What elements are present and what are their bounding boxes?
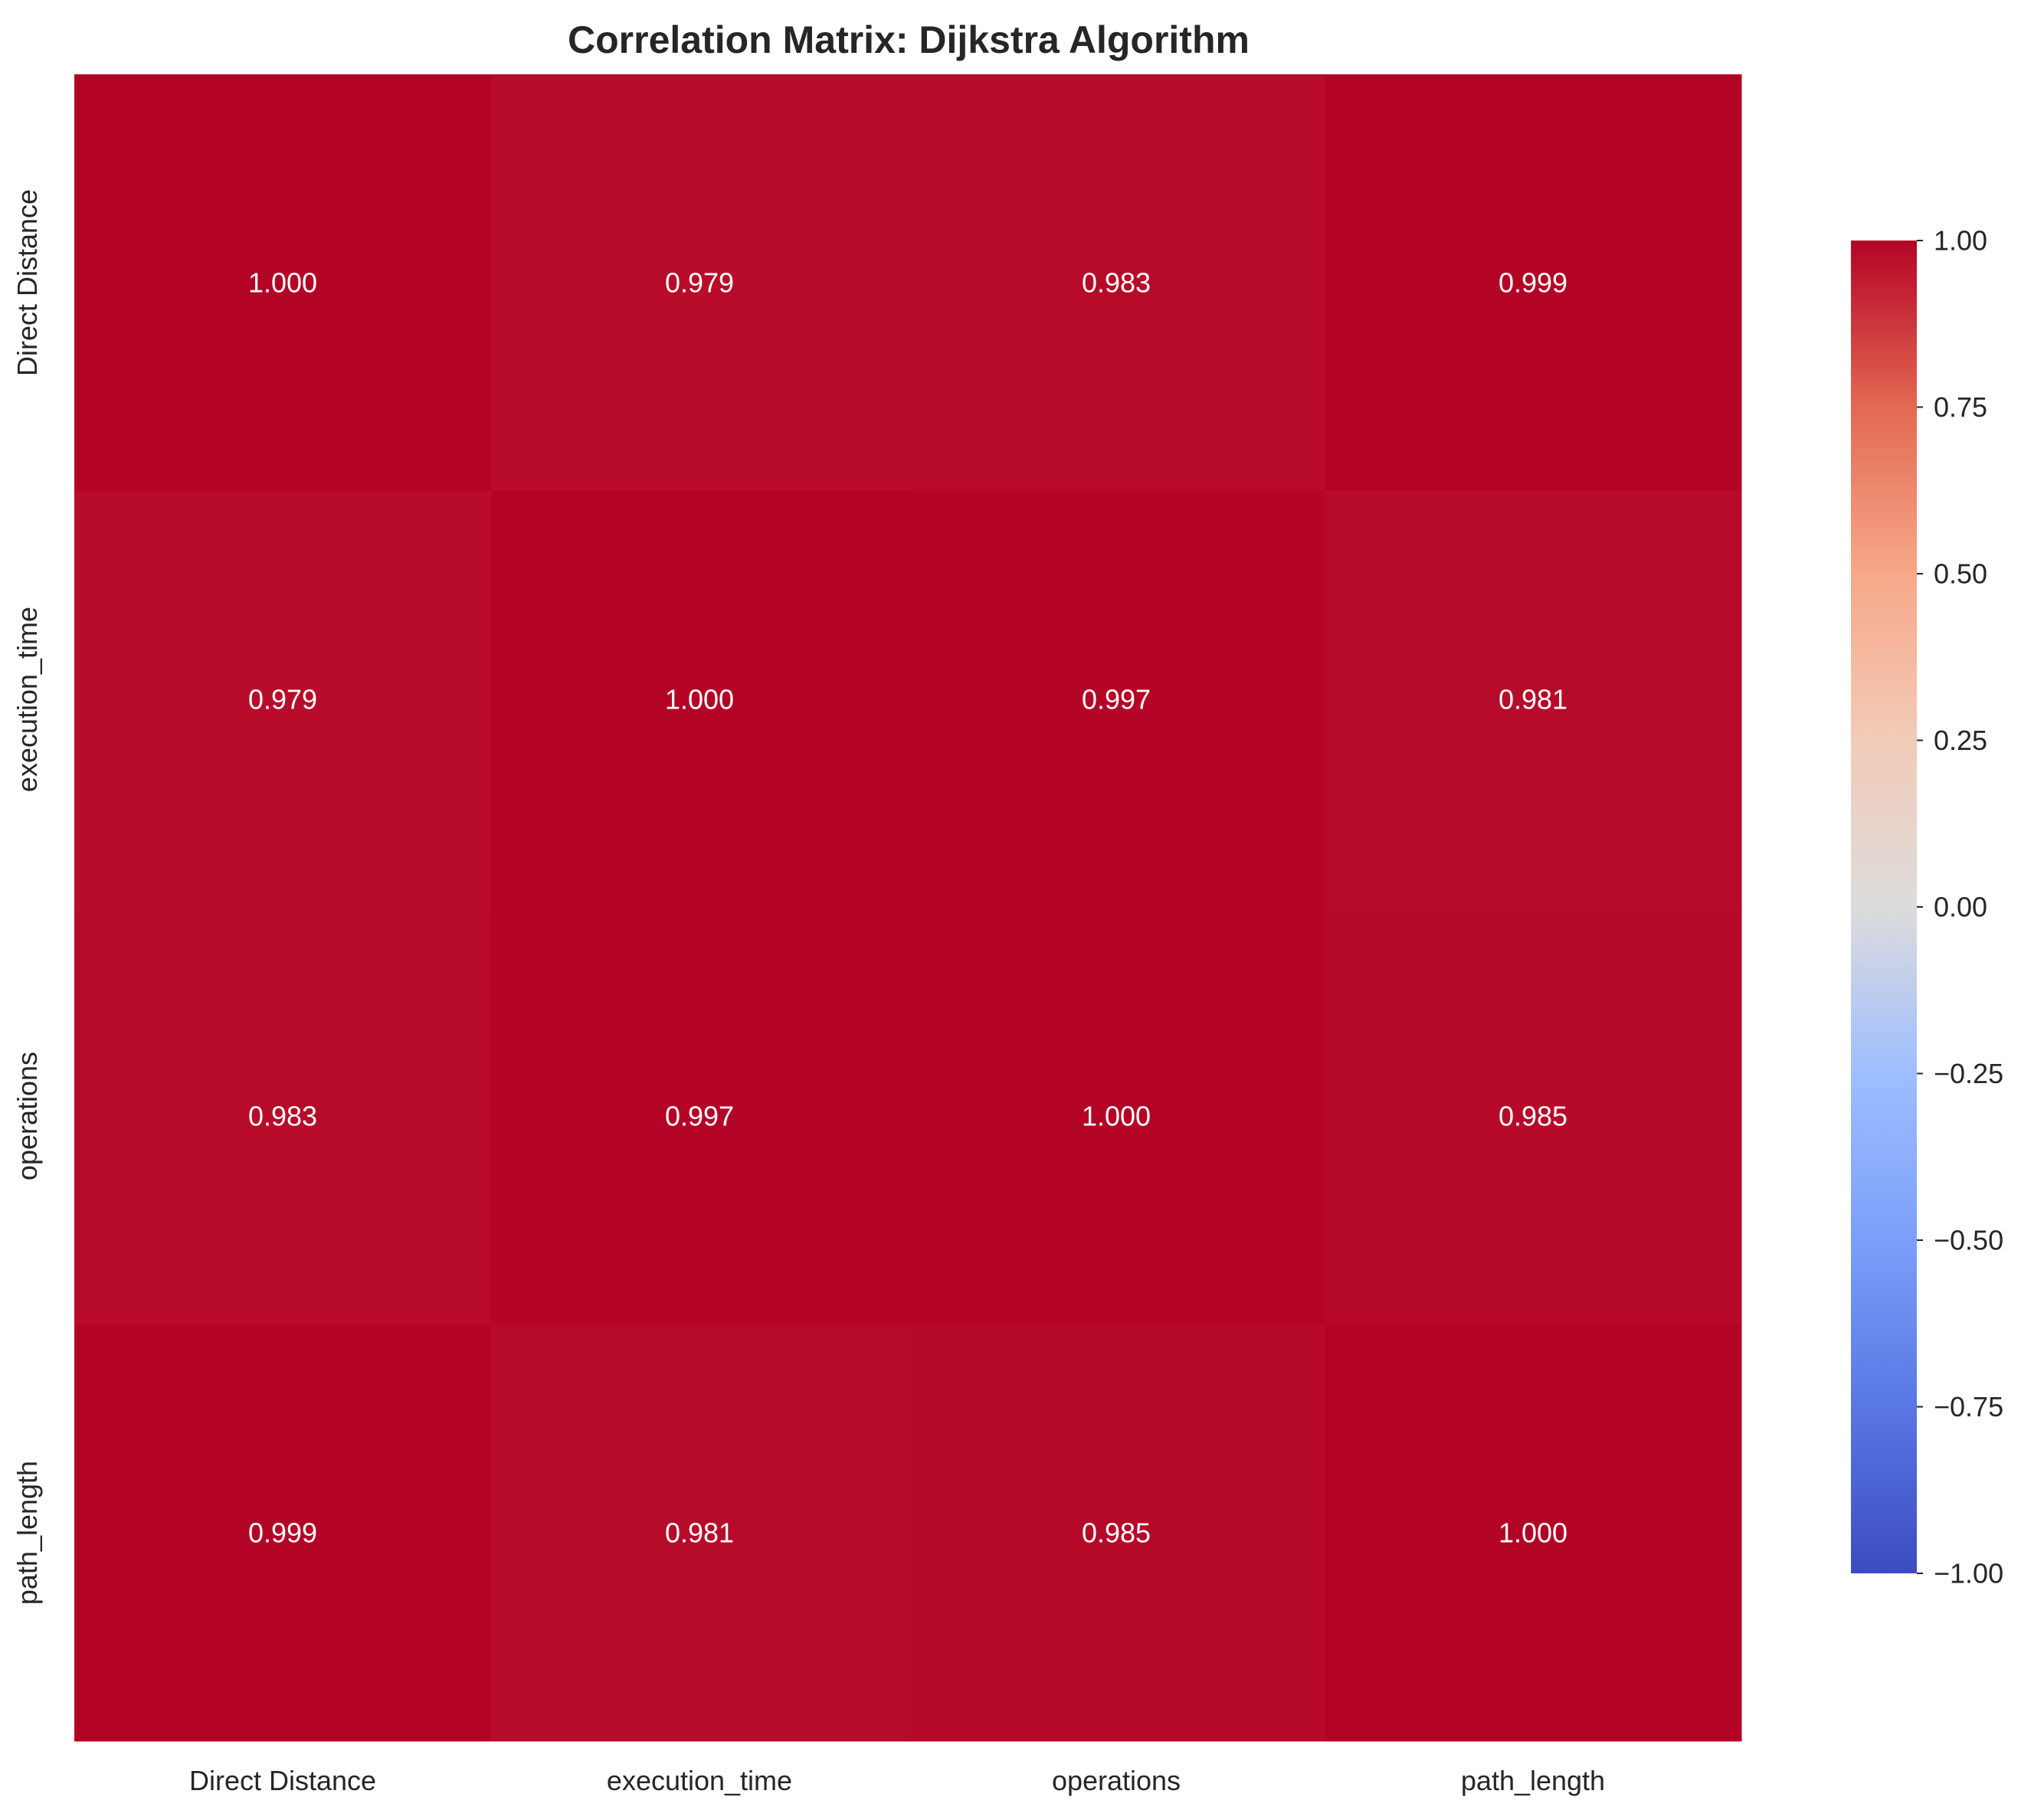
cell-value-label: 0.997 <box>665 1101 734 1132</box>
cell-value-label: 0.985 <box>1499 1101 1567 1132</box>
y-tick-label: operations <box>11 1052 43 1180</box>
x-axis-labels: Direct Distance execution_time operations p… <box>189 1765 1605 1796</box>
heatmap-cells: 1.000 0.979 0.983 0.999 0.979 1.000 0.997 0.981… <box>74 74 1742 1742</box>
x-tick-label: path_length <box>1461 1765 1605 1796</box>
cell-value-label: 0.981 <box>665 1517 734 1549</box>
heatmap-cell <box>74 908 492 1325</box>
colorbar-tick-label: −0.75 <box>1934 1391 2003 1422</box>
heatmap-cell <box>908 1324 1325 1742</box>
cell-value-label: 0.999 <box>1499 267 1567 299</box>
cell-value-label: 0.983 <box>1082 267 1151 299</box>
heatmap-cell <box>908 74 1325 492</box>
y-tick-label: Direct Distance <box>11 189 43 376</box>
heatmap-cell <box>491 908 909 1325</box>
colorbar-tick-label: −0.50 <box>1934 1225 2003 1256</box>
heatmap-cell <box>908 491 1325 908</box>
colorbar-tick-label: 0.50 <box>1934 558 1987 590</box>
heatmap-cell <box>491 74 909 492</box>
y-axis-labels: Direct Distance execution_time operations p… <box>11 189 43 1605</box>
heatmap-cell <box>908 908 1325 1325</box>
x-tick-label: execution_time <box>607 1765 792 1796</box>
colorbar-tick-label: −0.25 <box>1934 1058 2003 1089</box>
heatmap-cell <box>74 74 492 492</box>
colorbar-tick-label: 0.25 <box>1934 725 1987 756</box>
heatmap-cell <box>1325 491 1742 908</box>
cell-value-label: 1.000 <box>665 684 734 715</box>
cell-value-label: 0.979 <box>665 267 734 299</box>
colorbar-tick-label: 1.00 <box>1934 225 1987 257</box>
colorbar-tick-label: −1.00 <box>1934 1558 2003 1589</box>
cell-value-label: 0.983 <box>248 1101 317 1132</box>
heatmap-cell <box>1325 74 1742 492</box>
heatmap-cell <box>74 1324 492 1742</box>
heatmap-cell <box>491 491 909 908</box>
cell-value-label: 0.985 <box>1082 1517 1151 1549</box>
cell-value-label: 0.979 <box>248 684 317 715</box>
x-tick-label: Direct Distance <box>189 1765 376 1796</box>
cell-value-label: 0.981 <box>1499 684 1567 715</box>
y-tick-label: path_length <box>11 1461 43 1605</box>
colorbar-tick-label: 0.75 <box>1934 391 1987 423</box>
cell-value-label: 0.999 <box>248 1517 317 1549</box>
colorbar-tick-label: 0.00 <box>1934 892 1987 923</box>
x-tick-label: operations <box>1052 1765 1181 1796</box>
colorbar-gradient <box>1851 241 1917 1573</box>
colorbar: 1.00 0.75 0.50 0.25 0.00 −0.25 −0.50 −0.75 −1.00 <box>1851 225 2003 1589</box>
cell-value-label: 1.000 <box>1082 1101 1151 1132</box>
cell-value-label: 1.000 <box>248 267 317 299</box>
heatmap-cell <box>491 1324 909 1742</box>
cell-value-label: 1.000 <box>1499 1517 1567 1549</box>
heatmap-cell <box>1325 908 1742 1325</box>
y-tick-label: execution_time <box>11 607 43 792</box>
cell-value-label: 0.997 <box>1082 684 1151 715</box>
heatmap-cell <box>74 491 492 908</box>
heatmap-cell <box>1325 1324 1742 1742</box>
chart-title: Correlation Matrix: Dijkstra Algorithm <box>568 18 1250 61</box>
